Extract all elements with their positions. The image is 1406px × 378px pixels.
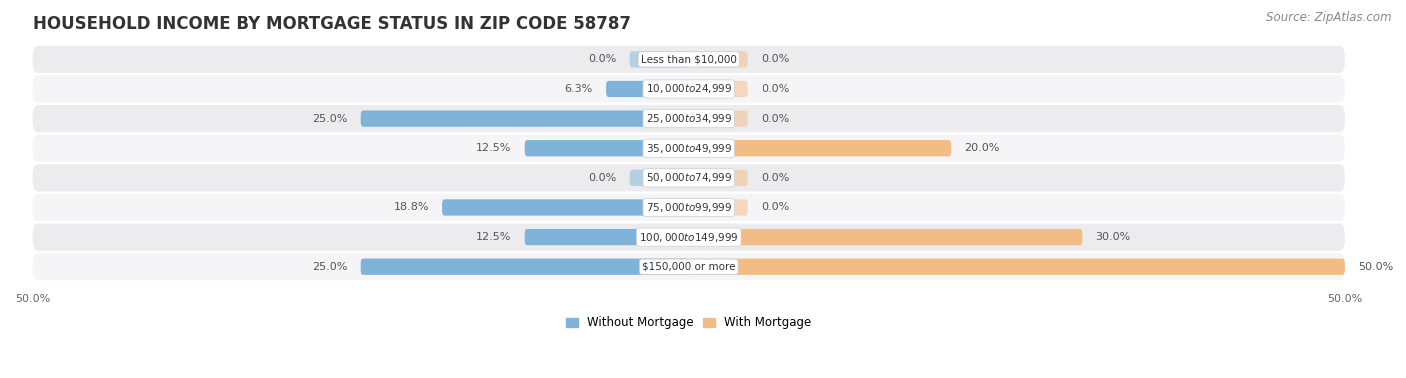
FancyBboxPatch shape (32, 194, 1346, 221)
Text: $150,000 or more: $150,000 or more (643, 262, 735, 272)
Text: Less than $10,000: Less than $10,000 (641, 54, 737, 64)
FancyBboxPatch shape (32, 105, 1346, 132)
Text: 0.0%: 0.0% (761, 84, 789, 94)
Legend: Without Mortgage, With Mortgage: Without Mortgage, With Mortgage (561, 312, 817, 334)
Text: $25,000 to $34,999: $25,000 to $34,999 (645, 112, 733, 125)
FancyBboxPatch shape (524, 140, 689, 156)
Text: 18.8%: 18.8% (394, 203, 429, 212)
FancyBboxPatch shape (361, 259, 689, 275)
Text: 0.0%: 0.0% (761, 54, 789, 64)
Text: $100,000 to $149,999: $100,000 to $149,999 (638, 231, 738, 243)
Text: 12.5%: 12.5% (477, 232, 512, 242)
FancyBboxPatch shape (689, 81, 748, 97)
FancyBboxPatch shape (689, 110, 748, 127)
FancyBboxPatch shape (524, 229, 689, 245)
Text: 0.0%: 0.0% (761, 173, 789, 183)
FancyBboxPatch shape (32, 46, 1346, 73)
Text: $10,000 to $24,999: $10,000 to $24,999 (645, 82, 733, 96)
Text: 0.0%: 0.0% (761, 114, 789, 124)
Text: 20.0%: 20.0% (965, 143, 1000, 153)
FancyBboxPatch shape (689, 199, 748, 215)
Text: 25.0%: 25.0% (312, 114, 347, 124)
Text: Source: ZipAtlas.com: Source: ZipAtlas.com (1267, 11, 1392, 24)
Text: $50,000 to $74,999: $50,000 to $74,999 (645, 171, 733, 184)
FancyBboxPatch shape (441, 199, 689, 215)
FancyBboxPatch shape (689, 51, 748, 68)
Text: HOUSEHOLD INCOME BY MORTGAGE STATUS IN ZIP CODE 58787: HOUSEHOLD INCOME BY MORTGAGE STATUS IN Z… (32, 15, 631, 33)
FancyBboxPatch shape (32, 164, 1346, 192)
FancyBboxPatch shape (630, 170, 689, 186)
FancyBboxPatch shape (689, 170, 748, 186)
Text: 6.3%: 6.3% (565, 84, 593, 94)
Text: 30.0%: 30.0% (1095, 232, 1130, 242)
FancyBboxPatch shape (689, 140, 952, 156)
FancyBboxPatch shape (689, 259, 1346, 275)
Text: 0.0%: 0.0% (588, 54, 617, 64)
Text: 0.0%: 0.0% (761, 203, 789, 212)
Text: 0.0%: 0.0% (588, 173, 617, 183)
Text: $75,000 to $99,999: $75,000 to $99,999 (645, 201, 733, 214)
Text: 25.0%: 25.0% (312, 262, 347, 272)
FancyBboxPatch shape (32, 253, 1346, 280)
FancyBboxPatch shape (361, 110, 689, 127)
FancyBboxPatch shape (32, 135, 1346, 162)
FancyBboxPatch shape (630, 51, 689, 68)
FancyBboxPatch shape (32, 223, 1346, 251)
FancyBboxPatch shape (606, 81, 689, 97)
Text: 12.5%: 12.5% (477, 143, 512, 153)
FancyBboxPatch shape (689, 229, 1083, 245)
Text: 50.0%: 50.0% (1358, 262, 1393, 272)
FancyBboxPatch shape (32, 75, 1346, 102)
Text: $35,000 to $49,999: $35,000 to $49,999 (645, 142, 733, 155)
